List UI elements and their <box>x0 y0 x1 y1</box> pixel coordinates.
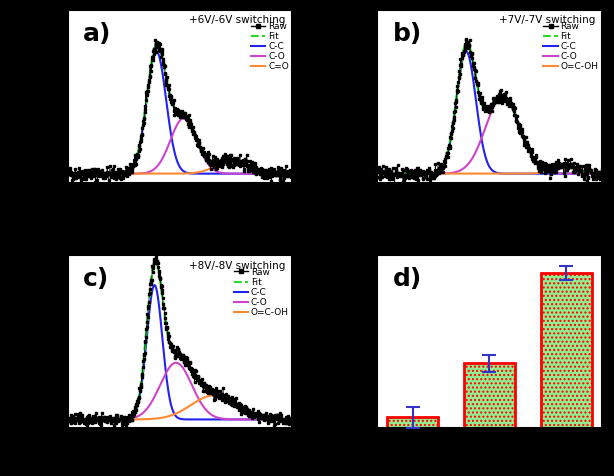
Y-axis label: Normalized intensity (a.u.): Normalized intensity (a.u.) <box>42 272 52 411</box>
Text: +8V/-8V switching: +8V/-8V switching <box>189 260 286 270</box>
X-axis label: Binding energy (eV): Binding energy (eV) <box>114 454 246 466</box>
X-axis label: Binding energy (eV): Binding energy (eV) <box>423 208 556 221</box>
Text: b): b) <box>393 21 422 46</box>
Legend: Raw, Fit, C-C, C-O, O=C-OH: Raw, Fit, C-C, C-O, O=C-OH <box>233 267 290 318</box>
Legend: Raw, Fit, C-C, C-O, O=C-OH: Raw, Fit, C-C, C-O, O=C-OH <box>543 21 599 72</box>
Y-axis label: Normalized intensity (a.u.): Normalized intensity (a.u.) <box>42 27 52 166</box>
Legend: Raw, Fit, C-C, C-O, C=O: Raw, Fit, C-C, C-O, C=O <box>250 21 290 72</box>
Bar <box>387 417 438 476</box>
Text: c): c) <box>84 268 109 291</box>
Text: +7V/-7V switching: +7V/-7V switching <box>499 15 595 25</box>
Text: d): d) <box>393 268 422 291</box>
Bar <box>542 273 591 476</box>
X-axis label: Applied switching bias (V): Applied switching bias (V) <box>403 454 577 466</box>
Y-axis label: Normalized intensity (a.u.): Normalized intensity (a.u.) <box>352 27 362 166</box>
Text: a): a) <box>84 21 112 46</box>
X-axis label: Binding energy (eV): Binding energy (eV) <box>114 208 246 221</box>
Bar <box>464 364 515 476</box>
Text: +6V/-6V switching: +6V/-6V switching <box>189 15 286 25</box>
Y-axis label: Atomic ratio of C/O: Atomic ratio of C/O <box>334 289 344 395</box>
